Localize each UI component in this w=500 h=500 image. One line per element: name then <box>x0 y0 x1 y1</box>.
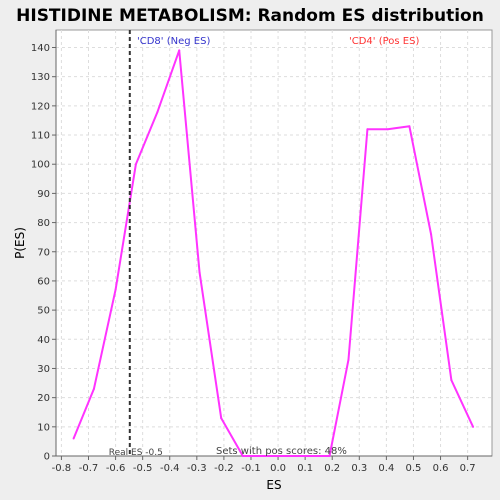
y-tick-label: 130 <box>31 72 50 83</box>
data-point <box>408 125 411 128</box>
y-tick-label: 0 <box>44 452 50 463</box>
x-tick-label: 0.0 <box>270 463 286 474</box>
x-tick-label: 0.4 <box>378 463 394 474</box>
neg-es-label: 'CD8' (Neg ES) <box>137 36 210 47</box>
x-tick-label: -0.4 <box>160 463 180 474</box>
y-tick-label: 110 <box>31 131 50 142</box>
axes: -0.8 -0.7 -0.6 -0.5 -0.4 -0.3 -0.2 -0.1 0.0 0.1 0.… <box>31 30 492 474</box>
x-tick-label: -0.7 <box>79 463 99 474</box>
data-point <box>285 455 288 457</box>
data-point <box>328 455 331 457</box>
y-tick-label: 20 <box>37 393 50 404</box>
data-point <box>178 49 181 52</box>
annotations-layer: Real ES -0.5 'CD8' (Neg ES) 'CD4' (Pos ES)… <box>109 30 419 458</box>
x-tick-label: -0.6 <box>106 463 126 474</box>
y-axis-label: P(ES) <box>13 227 27 259</box>
data-point <box>450 379 453 382</box>
plot-area <box>55 29 493 457</box>
data-point <box>220 417 223 420</box>
y-tick-label: 120 <box>31 101 50 112</box>
chart-title: HISTIDINE METABOLISM: Random ES distribu… <box>16 6 484 26</box>
data-point <box>198 271 201 274</box>
x-tick-label: -0.5 <box>133 463 153 474</box>
data-point <box>134 163 137 166</box>
x-tick-label: 0.2 <box>324 463 340 474</box>
data-point <box>347 358 350 361</box>
y-tick-label: 40 <box>37 335 50 346</box>
y-tick-label: 80 <box>37 218 50 229</box>
real-es-label: Real ES -0.5 <box>109 448 163 458</box>
data-point <box>306 455 309 457</box>
x-tick-label: -0.3 <box>187 463 207 474</box>
data-point <box>386 128 389 131</box>
data-point <box>241 455 244 457</box>
y-tick-label: 100 <box>31 160 50 171</box>
x-tick-label: -0.2 <box>214 463 234 474</box>
x-tick-label: 0.6 <box>433 463 449 474</box>
data-point <box>430 233 433 236</box>
pos-es-label: 'CD4' (Pos ES) <box>349 36 419 47</box>
data-point <box>92 387 95 390</box>
y-tick-label: 140 <box>31 43 50 54</box>
x-tick-label: 0.3 <box>351 463 367 474</box>
data-point <box>156 110 159 113</box>
x-tick-label: 0.1 <box>297 463 313 474</box>
y-tick-label: 50 <box>37 306 50 317</box>
x-tick-label: 0.5 <box>406 463 422 474</box>
data-point <box>366 128 369 131</box>
series-layer <box>72 49 475 457</box>
data-point <box>263 455 266 457</box>
es-distribution-line <box>72 49 474 457</box>
y-tick-label: 10 <box>37 422 50 433</box>
x-tick-label: 0.7 <box>460 463 476 474</box>
data-point <box>472 425 475 428</box>
y-tick-label: 60 <box>37 276 50 287</box>
pos-scores-label: Sets with pos scores: 48% <box>216 446 347 457</box>
data-point <box>114 288 117 291</box>
data-point <box>72 437 75 440</box>
x-tick-label: -0.1 <box>241 463 261 474</box>
y-tick-label: 90 <box>37 189 50 200</box>
x-tick-label: -0.8 <box>52 463 72 474</box>
x-axis-label: ES <box>266 478 281 492</box>
y-tick-label: 30 <box>37 364 50 375</box>
y-tick-label: 70 <box>37 247 50 258</box>
